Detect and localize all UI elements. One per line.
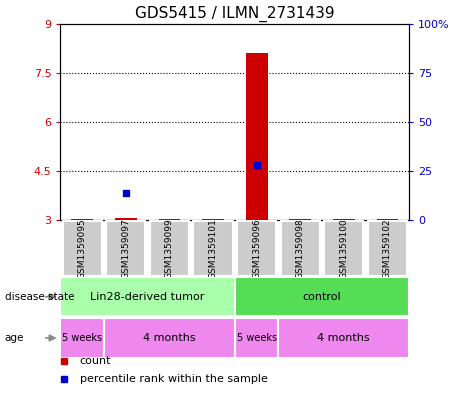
Text: control: control [303, 292, 341, 302]
Bar [106, 221, 146, 276]
Bar [60, 318, 104, 358]
Text: disease state: disease state [5, 292, 74, 302]
Bar [246, 53, 267, 220]
Text: 5 weeks: 5 weeks [62, 333, 102, 343]
Text: GSM1359100: GSM1359100 [339, 218, 348, 279]
Text: GSM1359096: GSM1359096 [252, 218, 261, 279]
Bar [324, 221, 364, 276]
Bar [150, 221, 189, 276]
Bar [63, 221, 102, 276]
Bar [235, 318, 279, 358]
Bar [289, 219, 311, 220]
Bar [235, 277, 409, 316]
Text: count: count [80, 356, 111, 365]
Bar [60, 277, 235, 316]
Title: GDS5415 / ILMN_2731439: GDS5415 / ILMN_2731439 [135, 6, 335, 22]
Bar [333, 219, 355, 220]
Bar [115, 219, 137, 220]
Bar [159, 219, 180, 220]
Bar [104, 318, 235, 358]
Bar [71, 219, 93, 220]
Text: age: age [5, 333, 24, 343]
Text: GSM1359095: GSM1359095 [78, 218, 87, 279]
Text: 4 months: 4 months [143, 333, 196, 343]
Text: GSM1359098: GSM1359098 [296, 218, 305, 279]
Bar [280, 221, 320, 276]
Text: Lin28-derived tumor: Lin28-derived tumor [91, 292, 205, 302]
Bar [202, 219, 224, 220]
Text: GSM1359102: GSM1359102 [383, 218, 392, 279]
Bar [279, 318, 409, 358]
Bar [237, 221, 276, 276]
Bar [193, 221, 232, 276]
Bar [377, 219, 399, 220]
Text: percentile rank within the sample: percentile rank within the sample [80, 374, 267, 384]
Text: GSM1359099: GSM1359099 [165, 218, 174, 279]
Bar [368, 221, 407, 276]
Text: 4 months: 4 months [318, 333, 370, 343]
Text: GSM1359097: GSM1359097 [121, 218, 130, 279]
Text: GSM1359101: GSM1359101 [208, 218, 218, 279]
Text: 5 weeks: 5 weeks [237, 333, 277, 343]
